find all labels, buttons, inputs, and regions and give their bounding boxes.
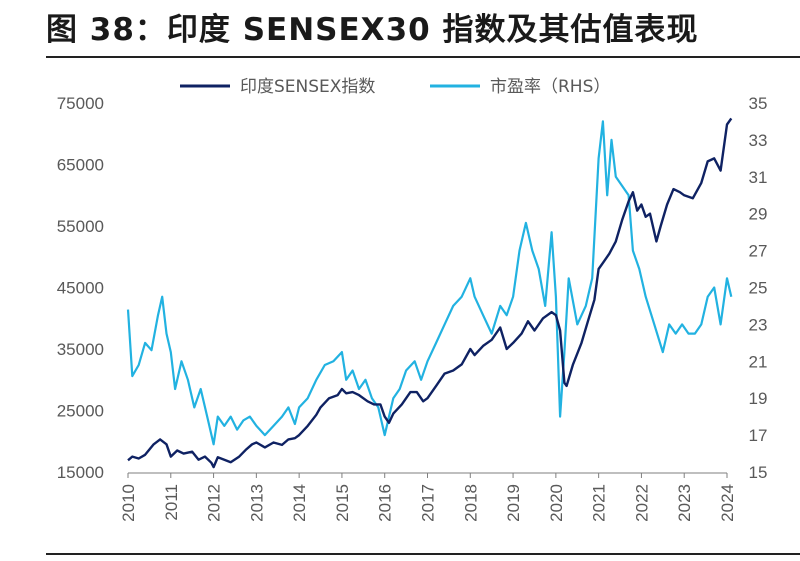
left-axis-ticks: 15000 25000 35000 45000 55000 65000 75000 xyxy=(57,94,104,482)
legend-label-0: 印度SENSEX指数 xyxy=(240,77,375,97)
x-tick-label-8: 2018 xyxy=(461,484,480,522)
right-tick-label-3: 21 xyxy=(749,352,768,371)
series-layer xyxy=(126,117,733,469)
x-tick-label-11: 2021 xyxy=(590,484,609,522)
x-tick-label-7: 2017 xyxy=(419,484,438,522)
right-tick-label-2: 19 xyxy=(749,389,768,408)
title-rule xyxy=(46,56,800,58)
legend: 印度SENSEX指数 市盈率（RHS） xyxy=(180,77,610,97)
x-tick-label-12: 2022 xyxy=(632,484,651,522)
x-tick-label-6: 2016 xyxy=(376,484,395,522)
left-tick-label-1: 25000 xyxy=(57,402,104,421)
right-tick-label-4: 23 xyxy=(749,315,768,334)
right-tick-label-7: 29 xyxy=(749,205,768,224)
x-tick-label-13: 2023 xyxy=(675,484,694,522)
x-tick-label-0: 2010 xyxy=(119,484,138,522)
right-tick-label-6: 27 xyxy=(749,242,768,261)
x-axis: 2010 2011 2012 2013 2014 2015 2016 2017 2018 2019… xyxy=(119,472,737,522)
right-axis-ticks: 15 17 19 21 23 25 27 29 31 33 35 xyxy=(749,94,768,482)
left-tick-label-6: 75000 xyxy=(57,94,104,113)
left-tick-label-5: 65000 xyxy=(57,156,104,175)
page-title: 图 38：印度 SENSEX30 指数及其估值表现 xyxy=(46,12,699,48)
left-tick-label-2: 35000 xyxy=(57,340,104,359)
left-tick-label-3: 45000 xyxy=(57,279,104,298)
left-tick-label-0: 15000 xyxy=(57,463,104,482)
right-tick-label-0: 15 xyxy=(749,463,768,482)
legend-label-1: 市盈率（RHS） xyxy=(490,77,610,97)
x-tick-label-2: 2012 xyxy=(205,484,224,522)
series-line-1 xyxy=(126,120,733,446)
x-tick-label-1: 2011 xyxy=(162,484,181,521)
right-tick-label-10: 35 xyxy=(749,94,768,113)
right-tick-label-1: 17 xyxy=(749,426,768,445)
x-tick-label-5: 2015 xyxy=(333,484,352,522)
x-tick-label-9: 2019 xyxy=(504,484,523,522)
x-tick-label-14: 2024 xyxy=(718,484,737,522)
left-tick-label-4: 55000 xyxy=(57,217,104,236)
right-tick-label-5: 25 xyxy=(749,279,768,298)
x-tick-label-3: 2013 xyxy=(247,484,266,522)
x-tick-label-10: 2020 xyxy=(547,484,566,522)
x-tick-label-4: 2014 xyxy=(290,484,309,522)
right-tick-label-9: 33 xyxy=(749,131,768,150)
right-tick-label-8: 31 xyxy=(749,168,768,187)
series-line-0 xyxy=(127,117,733,469)
bottom-rule xyxy=(46,553,800,555)
